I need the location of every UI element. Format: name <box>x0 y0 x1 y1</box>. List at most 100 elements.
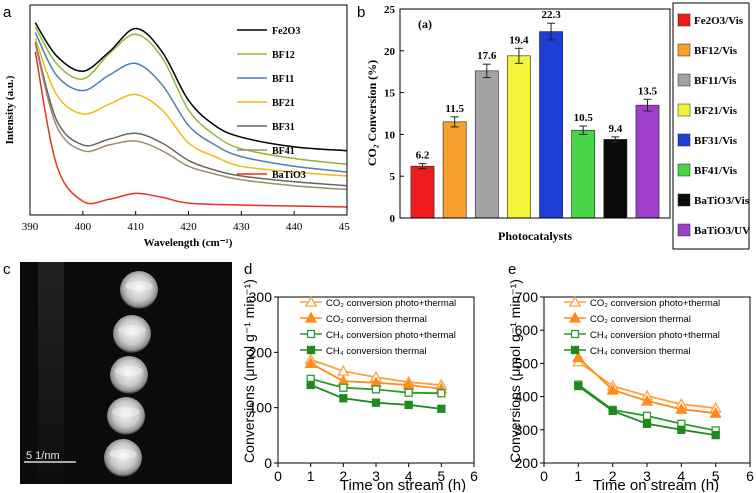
chart-b-legend-swatch <box>677 133 691 147</box>
triangle-marker <box>709 406 722 418</box>
chart-b-ytick-label: 15 <box>384 88 396 100</box>
square-marker <box>306 329 316 339</box>
chart-b-value-label: 13.5 <box>638 85 658 97</box>
chart-d-ylabel: Conversions (μmol g⁻¹ min⁻¹) <box>241 279 257 463</box>
chart-a-xtick-label: 450 <box>339 221 350 233</box>
chart-b-legend-box <box>672 2 750 250</box>
square-marker <box>404 388 413 397</box>
chart-b-legend: Fe2O3/Vis BF12/Vis BF11/Vis BF21/Vis BF31/Vi… <box>672 2 750 250</box>
chartE-plot-xtick-label: 4 <box>677 468 685 484</box>
chartD-plot-ytick-label: 200 <box>249 344 273 360</box>
chart-b-legend-swatch <box>677 223 691 237</box>
chart-b-legend-swatch <box>677 163 691 177</box>
chartD-plot-legend-label: CH₄ conversion photo+thermal <box>326 330 456 341</box>
square-marker <box>642 411 652 421</box>
chart-b-legend-swatch <box>677 73 691 87</box>
triangle-marker <box>606 383 619 395</box>
chart-b-legend-label: BF11/Vis <box>694 75 737 87</box>
square-marker <box>339 383 348 392</box>
panel-label-b: b <box>357 4 365 21</box>
chart-a-xtick-label: 440 <box>286 221 303 233</box>
chart-b-xlabel: Photocatalysts <box>498 229 572 243</box>
chartD-plot-xtick-label: 4 <box>405 468 413 484</box>
chart-a-series-fe2o3 <box>34 22 348 152</box>
chart-b-bar-bf12-vis <box>442 121 467 219</box>
chart-b-legend-swatch <box>677 193 691 207</box>
chart-b-bar-bf21-vis <box>507 55 531 219</box>
square-marker <box>371 385 381 394</box>
chartE-plot-ytick-label: 300 <box>515 422 539 438</box>
chart-a-legend-label: BF31 <box>272 122 295 133</box>
chart-b-frame <box>399 8 671 219</box>
chart-b-bars: 6.2 11.5 17.6 19.4 22.3 10.5 9.4 13.5 <box>410 9 660 219</box>
chart-b-bar-bf11-vis <box>474 70 499 219</box>
square-marker <box>677 425 686 434</box>
chart-a-plot-area <box>34 22 348 208</box>
diffraction-streak <box>38 262 64 484</box>
chart-b-value-label: 19.4 <box>509 34 529 46</box>
chartD-plot-ytick-label: 0 <box>264 455 272 471</box>
square-marker <box>608 406 617 416</box>
chart-a-xtick-label: 410 <box>127 221 144 233</box>
chart-b-value-label: 17.6 <box>477 50 497 62</box>
chart-b-value-label: 6.2 <box>416 150 430 162</box>
chart-a-series-bf41 <box>34 43 348 191</box>
chart-d-plot-area: 0 1 2 3 4 5 6 0 100 200 300 CO₂ conversion photo+th… <box>249 289 478 484</box>
square-marker <box>437 404 446 413</box>
chartD-plot-xtick-label: 5 <box>437 468 445 484</box>
chart-b-ytick-label: 25 <box>384 4 396 16</box>
chartE-plot-xtick-label: 5 <box>712 468 720 484</box>
chartE-plot-ytick-label: 400 <box>515 389 539 405</box>
chart-a-legend-label: BF11 <box>272 74 294 85</box>
chartE-plot-xtick-label: 1 <box>574 468 582 484</box>
chart-d-conversions: 0 1 2 3 4 5 6 0 100 200 300 CO₂ conversion photo+th… <box>241 279 478 492</box>
chartE-plot-xtick-label: 6 <box>746 468 754 484</box>
chart-a-x-ticks: 390 400 410 420 430 440 450 <box>22 211 350 233</box>
chart-e-plot-area: 0 1 2 3 4 5 6 200 300 400 500 600 700 CO₂ conversion … <box>515 289 754 484</box>
chart-a-legend-label: BaTiO3 <box>272 170 306 181</box>
chart-b-ytick-label: 20 <box>384 46 396 58</box>
chartE-plot-legend-label: CO₂ conversion photo+thermal <box>590 298 720 309</box>
square-marker <box>711 430 720 440</box>
chart-b-y-ticks: 0 5 10 15 20 25 <box>384 4 404 225</box>
chart-b-legend-label: BaTiO3/Vis <box>694 195 750 207</box>
square-marker <box>371 398 381 407</box>
square-marker <box>570 329 580 339</box>
chartD-plot-legend-label: CO₂ conversion photo+thermal <box>326 298 456 309</box>
square-marker <box>437 389 446 398</box>
chart-e-ylabel: Conversions (μmol g⁻¹ min⁻¹) <box>507 279 523 463</box>
chartD-plot-ytick-label: 100 <box>249 400 273 416</box>
chart-b-legend-label: BF12/Vis <box>694 45 738 57</box>
chart-a-xtick-label: 400 <box>75 221 92 233</box>
chartD-plot-ytick-label: 300 <box>249 289 273 305</box>
triangle-marker <box>640 394 654 406</box>
diffraction-spot-highlight <box>115 366 143 376</box>
panel-label-c: c <box>3 261 11 278</box>
chart-a-ylabel: Intensity (a.u.) <box>4 75 16 144</box>
chart-a-xtick-label: 390 <box>22 221 39 233</box>
chartD-plot-xtick-label: 3 <box>372 468 380 484</box>
square-marker <box>339 394 348 403</box>
chart-a-legend-label: Fe2O3 <box>272 26 300 37</box>
chart-b-ytick-label: 0 <box>390 213 396 225</box>
chart-a-series-bf31 <box>34 41 348 187</box>
triangle-marker <box>568 295 582 307</box>
chart-a-legend-label: BF12 <box>272 50 295 61</box>
diffraction-spot <box>110 356 148 394</box>
chart-b-bar-batio3-vis <box>603 139 628 219</box>
square-marker <box>306 345 316 355</box>
panel-label-a: a <box>3 4 12 21</box>
chartE-plot-legend-label: CH₄ conversion thermal <box>590 346 691 357</box>
chart-a-legend-label: BF41 <box>272 146 295 157</box>
chart-b-legend-label: Fe2O3/Vis <box>694 15 744 27</box>
chart-b-legend-swatch <box>677 43 691 57</box>
chart-d-xlabel: Time on stream (h) <box>340 477 466 492</box>
chart-e-xlabel: Time on stream (h) <box>593 477 719 492</box>
diffraction-spot-highlight <box>109 449 137 459</box>
chart-b-value-label: 11.5 <box>445 103 464 115</box>
chart-b-bar-bf31-vis <box>539 31 563 219</box>
chartE-plot-ytick-label: 600 <box>515 322 539 338</box>
triangle-marker <box>572 351 585 363</box>
chartE-plot-xtick-label: 3 <box>643 468 651 484</box>
